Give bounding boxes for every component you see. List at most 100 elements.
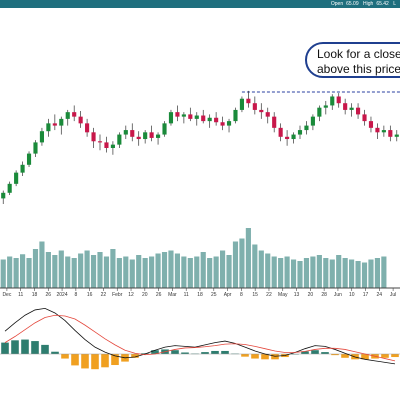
x-tick-label: 20	[308, 292, 314, 298]
volume-bar	[374, 258, 380, 288]
candle-body	[156, 134, 161, 138]
volume-bar	[155, 253, 161, 288]
macd-histogram-bar	[51, 351, 59, 354]
volume-bar	[368, 259, 374, 288]
candle-body	[123, 130, 128, 135]
open-value: 65.09	[346, 1, 359, 7]
macd-histogram-bar	[341, 354, 349, 358]
candle-body	[375, 127, 380, 133]
candle-body	[46, 123, 51, 132]
volume-bar	[84, 250, 90, 288]
candle-body	[278, 127, 283, 137]
candle-body	[59, 118, 64, 126]
volume-bar	[123, 256, 129, 288]
candle-body	[317, 107, 322, 117]
candle-body	[291, 134, 296, 140]
candle-body	[381, 130, 386, 133]
x-tick-label: 20	[142, 292, 148, 298]
macd-histogram-bar	[301, 351, 309, 354]
volume-bar	[174, 253, 180, 288]
high-value: 65.42	[376, 1, 389, 7]
volume-bar	[329, 259, 335, 288]
x-tick-label: Jun	[334, 292, 342, 298]
volume-bar	[110, 249, 116, 288]
candle-body	[368, 121, 374, 128]
volume-bar	[303, 258, 310, 288]
x-tick-label: Dec	[2, 292, 11, 298]
volume-bar	[39, 241, 45, 288]
volume-bar	[168, 250, 174, 288]
candle-body	[207, 117, 212, 122]
volume-bar	[7, 256, 13, 288]
candle-body	[330, 96, 335, 106]
candle-body	[265, 112, 270, 117]
candle-body	[252, 103, 257, 110]
macd-histogram-bar	[21, 339, 29, 354]
volume-bar	[187, 258, 193, 288]
candle-body	[310, 116, 315, 126]
volume-bar	[245, 228, 251, 288]
candle-body	[97, 141, 103, 143]
macd-histogram-bar	[391, 354, 399, 358]
candle-body	[162, 123, 167, 135]
ohlc-readout: Open 65.09 High 65.42 L	[328, 0, 396, 8]
volume-bar	[181, 256, 187, 288]
x-tick-label: 17	[363, 292, 369, 298]
macd-histogram-bar	[211, 350, 219, 354]
x-tick-label: 25	[211, 292, 217, 298]
annotation-line-2: above this price	[317, 62, 400, 76]
volume-bar	[136, 255, 142, 288]
volume-bar	[58, 250, 64, 288]
x-tick-label: 16	[87, 292, 93, 298]
volume-bar	[97, 252, 103, 288]
candle-body	[104, 142, 109, 148]
volume-bar	[336, 255, 342, 288]
volume-bar	[45, 252, 51, 288]
volume-bar	[323, 258, 329, 288]
volume-bar	[32, 249, 39, 288]
x-tick-label: 15	[252, 292, 258, 298]
x-tick-label: 24	[377, 292, 383, 298]
candle-body	[91, 132, 96, 142]
candle-body	[272, 116, 277, 128]
price-panel	[1, 90, 400, 204]
volume-bar	[90, 255, 97, 288]
volume-bar	[297, 261, 303, 288]
x-tick-label: 11	[184, 292, 189, 298]
candle-body	[220, 122, 225, 126]
volume-bar	[349, 259, 355, 288]
candle-body	[194, 115, 199, 119]
candle-body	[117, 134, 122, 145]
macd-histogram-bar	[91, 354, 99, 370]
candle-body	[226, 121, 232, 126]
candle-body	[72, 112, 77, 117]
volume-bar	[129, 259, 135, 288]
candle-body	[130, 130, 135, 137]
x-tick-label: 26	[45, 292, 51, 298]
x-tick-label: 22	[101, 292, 107, 298]
macd-histogram-bar	[71, 354, 79, 366]
candle-body	[188, 114, 193, 119]
macd-histogram-bar	[101, 354, 109, 368]
x-tick-label: 13	[294, 292, 300, 298]
x-tick-label: 8	[74, 292, 77, 298]
volume-bar	[290, 259, 297, 288]
volume-bar	[226, 255, 232, 288]
candle-body	[362, 114, 367, 122]
candle-body	[20, 164, 25, 173]
x-tick-label: 2024	[57, 292, 68, 298]
macd-histogram-bar	[111, 354, 119, 366]
x-tick-label: 12	[128, 292, 134, 298]
x-tick-label: 8	[240, 292, 243, 298]
candle-body	[85, 123, 90, 133]
volume-bar	[142, 258, 148, 288]
candle-body	[349, 107, 354, 110]
candle-body	[394, 134, 399, 137]
macd-histogram-bar	[41, 344, 49, 354]
volume-bar	[26, 258, 32, 288]
volume-bar	[194, 256, 200, 288]
candle-body	[356, 107, 361, 115]
macd-histogram-bar	[241, 354, 249, 357]
candlestick-chart: Dec 11 18 26 2024 8 16 22 Febr 12 20 26 Mar 11 18 25 Apr…	[0, 90, 400, 370]
volume-bar	[355, 261, 361, 288]
